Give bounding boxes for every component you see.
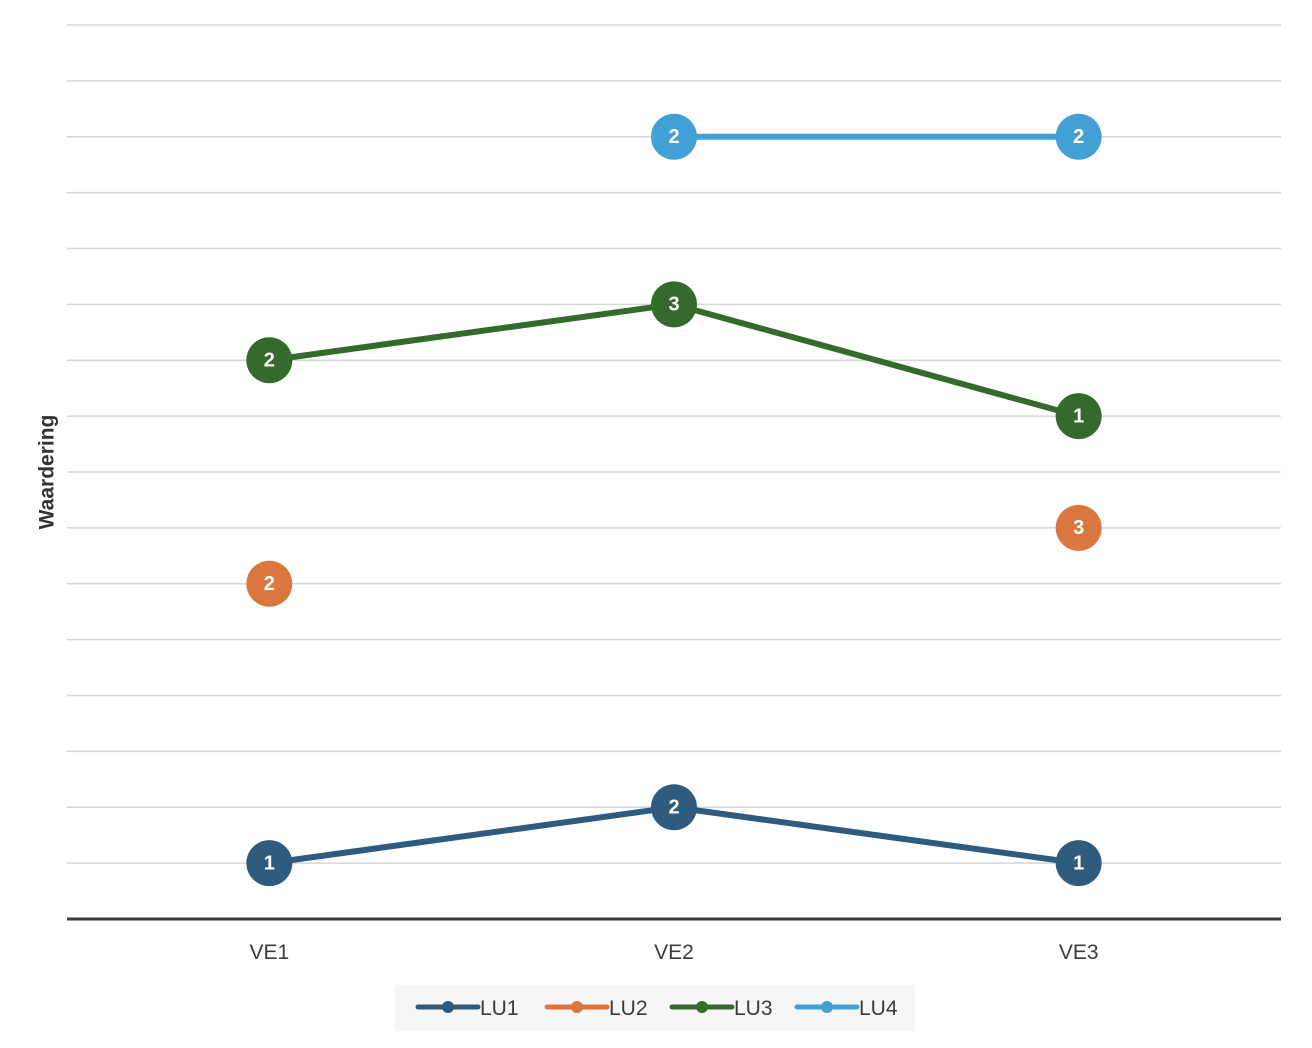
x-tick-label: VE3 <box>1059 941 1099 964</box>
data-label-lu4: 2 <box>1073 126 1084 148</box>
data-point-lu3 <box>246 337 293 384</box>
legend-label-lu3: LU3 <box>734 997 773 1020</box>
data-label-lu4: 2 <box>668 126 679 148</box>
x-tick-label: VE2 <box>654 941 694 964</box>
data-label-lu3: 1 <box>1073 405 1084 427</box>
data-point-lu3 <box>1055 393 1102 440</box>
y-axis-title: Waardering <box>36 415 59 530</box>
data-label-lu1: 1 <box>1073 852 1084 874</box>
data-label-lu1: 1 <box>264 852 275 874</box>
data-point-lu2 <box>1055 504 1102 551</box>
x-tick-label: VE1 <box>249 941 289 964</box>
legend-marker-lu1 <box>442 1001 454 1013</box>
legend-label-lu2: LU2 <box>609 997 648 1020</box>
x-axis-ticks: VE1 VE2 VE3 <box>249 941 1098 964</box>
data-point-lu3 <box>651 281 697 328</box>
data-label-lu2: 3 <box>1073 517 1084 539</box>
legend: LU1 LU2 LU3 LU4 <box>395 985 915 1031</box>
legend-marker-lu2 <box>571 1001 583 1013</box>
data-label-lu1: 2 <box>668 797 679 819</box>
data-label-lu2: 2 <box>264 573 275 595</box>
legend-marker-lu4 <box>821 1001 833 1013</box>
data-label-lu3: 2 <box>264 350 275 372</box>
data-point-lu1 <box>1055 840 1102 887</box>
data-point-lu2 <box>246 560 293 607</box>
data-point-lu1 <box>651 784 697 831</box>
legend-label-lu1: LU1 <box>480 997 519 1020</box>
series-lines <box>266 133 1082 867</box>
legend-label-lu4: LU4 <box>859 997 898 1020</box>
data-point-lu4 <box>651 113 697 160</box>
legend-marker-lu3 <box>696 1001 708 1013</box>
series-points: 1 2 1 2 3 2 3 1 2 2 <box>246 113 1102 887</box>
data-label-lu3: 3 <box>668 294 679 316</box>
data-point-lu1 <box>246 840 293 887</box>
data-point-lu4 <box>1055 113 1102 160</box>
